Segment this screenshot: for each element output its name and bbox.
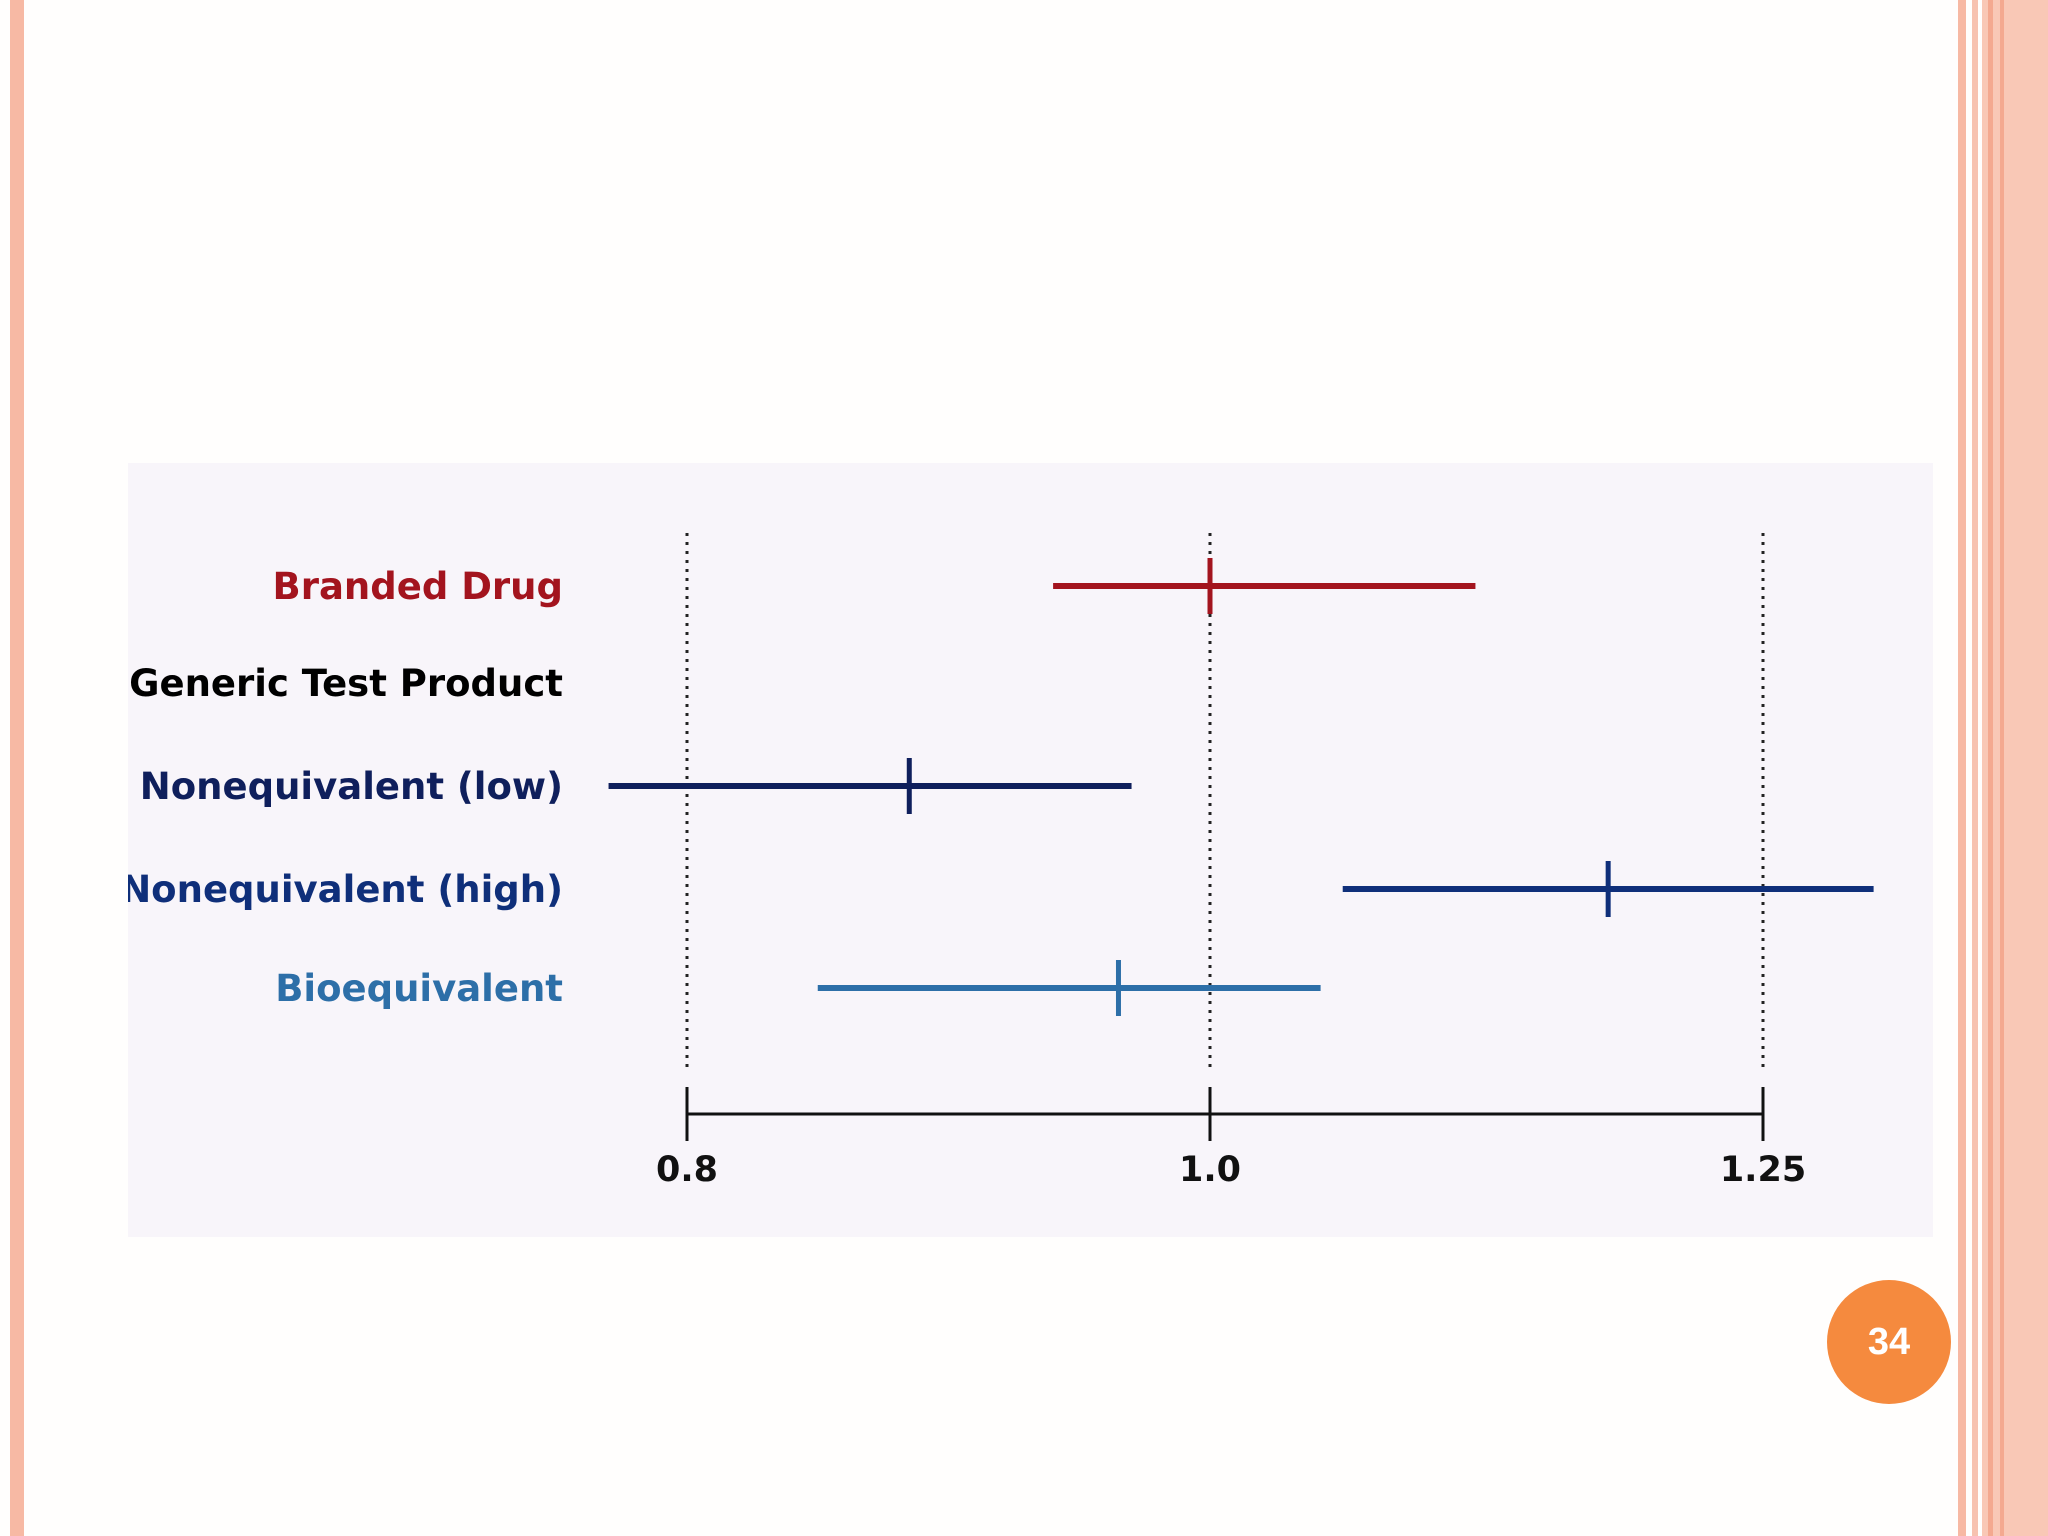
row-label: Branded Drug <box>273 565 564 608</box>
right-border-decoration <box>1982 0 2048 1536</box>
row-label: Generic Test Product <box>129 662 563 705</box>
x-tick-label: 1.25 <box>1720 1150 1806 1190</box>
left-border-decoration <box>10 0 24 1536</box>
border-stripe <box>2000 0 2004 1536</box>
page-number-badge: 34 <box>1827 1280 1951 1404</box>
bioequivalence-chart: 0.8 1.0 1.25 Branded Drug Generic Test Produ… <box>128 463 1933 1237</box>
right-border-decoration <box>1972 0 1978 1536</box>
x-tick-label: 0.8 <box>656 1150 718 1190</box>
x-tick-label: 1.0 <box>1179 1150 1241 1190</box>
right-border-decoration <box>1958 0 1966 1536</box>
border-stripe <box>1988 0 1993 1536</box>
row-label: Nonequivalent (high) <box>128 868 563 911</box>
row-label: Bioequivalent <box>275 967 563 1010</box>
chart-canvas: 0.8 1.0 1.25 Branded Drug Generic Test Produ… <box>128 533 1874 1190</box>
row-label: Nonequivalent (low) <box>140 765 563 808</box>
